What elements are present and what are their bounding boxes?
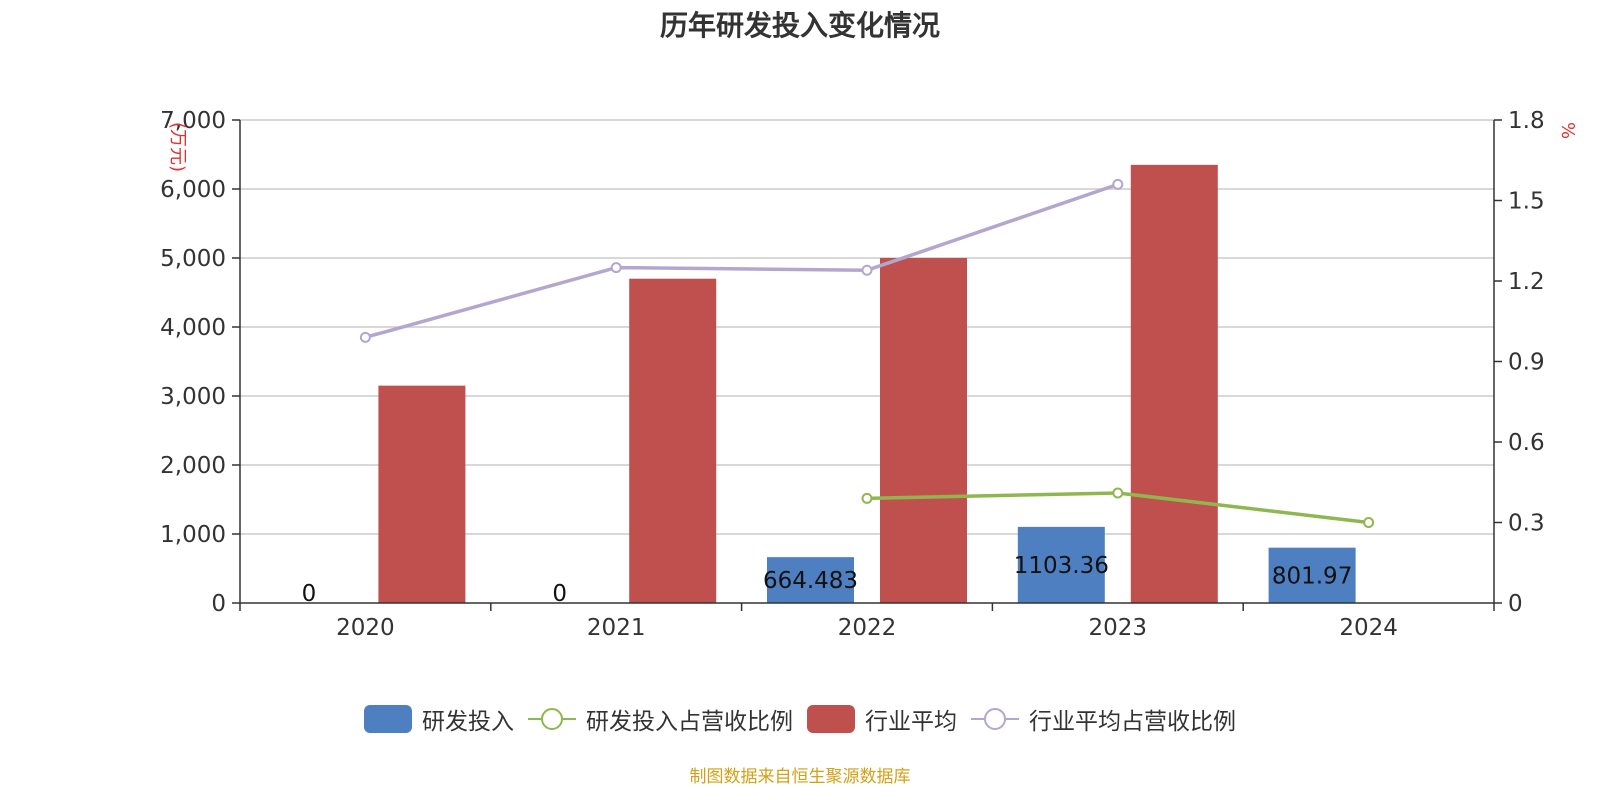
bar-industry — [629, 278, 717, 603]
bars — [378, 164, 1356, 603]
y-right-tick-label: 0.6 — [1508, 430, 1545, 456]
y-right-tick-label: 0 — [1508, 591, 1523, 617]
legend-swatch-marker — [541, 708, 563, 730]
legend-item-rd[interactable]: 研发投入 — [364, 702, 514, 736]
data-label-rd: 1103.36 — [1014, 553, 1109, 579]
y-left-axis-label: (万元) — [167, 122, 188, 172]
legend-label-rd: 研发投入 — [422, 709, 514, 735]
x-tick-label: 2024 — [1339, 615, 1398, 641]
bar-rd — [1017, 526, 1105, 603]
industry-ratio-line — [364, 182, 1119, 340]
y-left-tick-label: 5,000 — [160, 246, 226, 272]
legend: 研发投入 研发投入占营收比例 行业平均 行业平均占营收比例 — [0, 702, 1600, 736]
y-right-tick-label: 1.5 — [1508, 189, 1545, 215]
legend-label-rd-ratio: 研发投入占营收比例 — [586, 709, 793, 735]
legend-item-rd-ratio[interactable]: 研发投入占营收比例 — [528, 702, 793, 736]
rd-ratio-point — [1112, 487, 1124, 499]
data-label-rd: 664.483 — [763, 568, 858, 594]
bar-industry — [1130, 164, 1218, 603]
legend-swatch-marker — [984, 708, 1006, 730]
y-right-tick-label: 1.2 — [1508, 269, 1545, 295]
x-tick-label: 2023 — [1089, 615, 1148, 641]
legend-item-industry-ratio[interactable]: 行业平均占营收比例 — [971, 702, 1236, 736]
y-right-tick-label: 0.9 — [1508, 350, 1545, 376]
y-left-tick-label: 3,000 — [160, 384, 226, 410]
legend-label-industry: 行业平均 — [865, 709, 957, 735]
y-left-tick-label: 1,000 — [160, 522, 226, 548]
legend-swatch-rd-ratio — [528, 708, 576, 730]
y-left-tick-label: 6,000 — [160, 177, 226, 203]
rd-ratio-point — [861, 492, 873, 504]
data-labels: 0 0 664.483 1103.36 801.97 — [302, 553, 1353, 607]
axes: 0 1,000 2,000 3,000 4,000 5,000 6,000 7,000 0 0.3… — [160, 108, 1578, 641]
chart-canvas: 0 1,000 2,000 3,000 4,000 5,000 6,000 7,000 0 0.3… — [160, 108, 1578, 641]
y-left-tick-label: 4,000 — [160, 315, 226, 341]
y-right-tick-label: 0.3 — [1508, 511, 1545, 537]
legend-swatch-rd — [364, 705, 412, 733]
data-label-rd: 801.97 — [1272, 563, 1352, 589]
y-left-tick-label: 2,000 — [160, 453, 226, 479]
legend-swatch-industry — [807, 705, 855, 733]
legend-swatch-industry-ratio — [971, 708, 1019, 730]
y-left-tick-label: 7,000 — [160, 108, 226, 134]
industry-ratio-point — [359, 331, 371, 343]
data-source-note: 制图数据来自恒生聚源数据库 — [689, 767, 911, 787]
industry-ratio-point — [1112, 178, 1124, 190]
lines — [359, 178, 1375, 528]
bar-rd — [1268, 547, 1356, 603]
y-right-axis-label: % — [1557, 122, 1578, 139]
legend-label-industry-ratio: 行业平均占营收比例 — [1029, 709, 1236, 735]
bar-rd — [767, 557, 854, 603]
y-left-tick-label: 0 — [211, 591, 226, 617]
rd-ratio-point — [1363, 517, 1375, 528]
x-tick-label: 2021 — [587, 615, 646, 641]
industry-ratio-point — [610, 262, 622, 274]
industry-ratio-point — [861, 264, 873, 276]
legend-item-industry[interactable]: 行业平均 — [807, 702, 957, 736]
chart-title: 历年研发投入变化情况 — [659, 9, 940, 42]
y-right-tick-label: 1.8 — [1508, 108, 1545, 134]
data-label-rd: 0 — [302, 581, 317, 607]
x-tick-label: 2022 — [838, 615, 897, 641]
data-label-rd: 0 — [552, 581, 567, 607]
bar-industry — [378, 385, 466, 603]
bar-industry — [880, 258, 967, 603]
x-tick-label: 2020 — [336, 615, 395, 641]
